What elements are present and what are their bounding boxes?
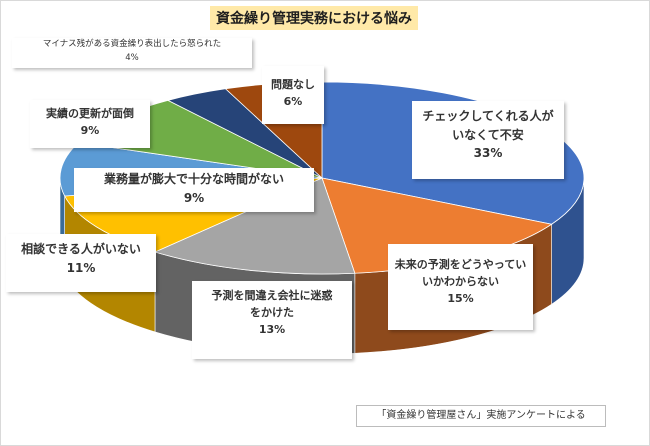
label-no-checker-line1: チェックしてくれる人が — [422, 109, 554, 123]
label-no-consultant-pct: 11% — [66, 260, 96, 275]
label-no-problem: 問題なし 6% — [262, 66, 324, 124]
chart-title: 資金繰り管理実務における悩み — [210, 6, 418, 30]
source-note: 「資金繰り管理屋さん」実施アンケートによる — [356, 405, 606, 427]
label-forecast-unknown-pct: 15% — [447, 292, 474, 306]
label-forecast-mistake: 予測を間違え会社に迷惑 をかけた 13% — [192, 281, 352, 359]
label-no-checker-line2: いなくて不安 — [452, 127, 524, 142]
label-forecast-mistake-line2: をかけた — [250, 306, 294, 320]
label-no-problem-text: 問題なし — [271, 78, 315, 91]
label-no-consultant-text: 相談できる人がいない — [21, 242, 141, 256]
label-minus-balance-text: マイナス残がある資金繰り表出したら怒られた — [42, 39, 222, 49]
label-update-tedious-pct: 9% — [80, 124, 100, 138]
label-no-checker: チェックしてくれる人が いなくて不安 33% — [412, 101, 564, 179]
label-minus-balance-pct: 4% — [125, 52, 139, 63]
label-no-checker-pct: 33% — [473, 146, 503, 161]
label-too-busy: 業務量が膨大で十分な時間がない 9% — [74, 168, 314, 212]
label-minus-balance: マイナス残がある資金繰り表出したら怒られた 4% — [12, 38, 252, 68]
label-update-tedious-text: 実績の更新が面倒 — [46, 107, 134, 120]
label-forecast-mistake-line1: 予測を間違え会社に迷惑 — [211, 289, 333, 302]
label-update-tedious: 実績の更新が面倒 9% — [30, 100, 150, 148]
label-forecast-mistake-pct: 13% — [258, 323, 286, 337]
label-forecast-unknown-line1: 未来の予測をどうやってい — [394, 258, 527, 271]
label-too-busy-text: 業務量が膨大で十分な時間がない — [103, 172, 284, 186]
label-forecast-unknown: 未来の予測をどうやってい いかわからない 15% — [388, 244, 533, 330]
label-forecast-unknown-line2: いかわからない — [422, 275, 499, 289]
label-no-problem-pct: 6% — [283, 95, 303, 109]
label-no-consultant: 相談できる人がいない 11% — [6, 234, 156, 292]
label-too-busy-pct: 9% — [183, 190, 205, 205]
